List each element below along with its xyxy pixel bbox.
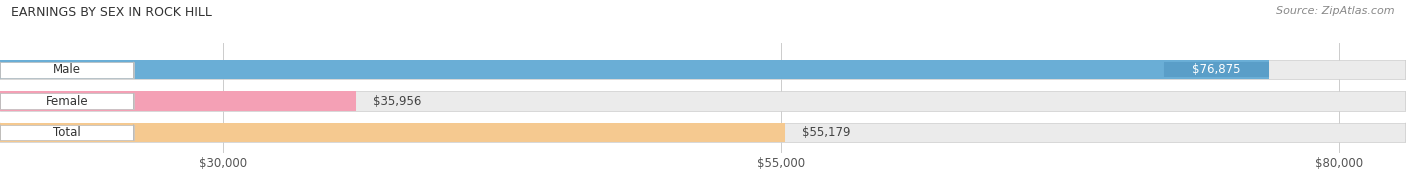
Bar — [0, 123, 785, 142]
Bar — [0, 91, 356, 111]
Bar — [0, 124, 134, 141]
Text: Source: ZipAtlas.com: Source: ZipAtlas.com — [1277, 6, 1395, 16]
Text: $76,875: $76,875 — [1192, 63, 1241, 76]
Bar — [0, 60, 1270, 80]
Bar — [0, 93, 134, 109]
Text: $55,179: $55,179 — [801, 126, 851, 139]
Text: EARNINGS BY SEX IN ROCK HILL: EARNINGS BY SEX IN ROCK HILL — [11, 6, 212, 19]
Bar — [0, 91, 1406, 111]
Text: Male: Male — [53, 63, 80, 76]
Bar — [1164, 62, 1270, 77]
Text: Total: Total — [53, 126, 80, 139]
Bar — [0, 123, 1406, 142]
Bar — [0, 62, 134, 78]
Text: Female: Female — [45, 95, 89, 108]
Text: $35,956: $35,956 — [373, 95, 422, 108]
Bar — [0, 60, 1406, 80]
